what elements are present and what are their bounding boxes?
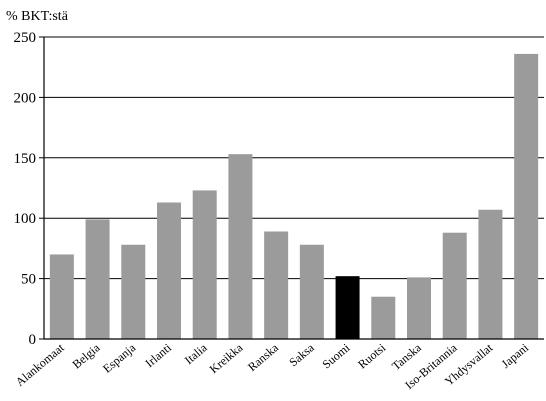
bar-ruotsi (371, 296, 396, 339)
y-tick-label: 50 (21, 272, 36, 288)
x-category-label: Suomi (319, 340, 353, 371)
bar-kreikka (228, 154, 253, 339)
x-category-label: Japani (499, 340, 532, 371)
bar-yhdysvallat (478, 209, 503, 339)
bar-italia (192, 190, 217, 339)
bar-japani (514, 53, 539, 340)
bar-saksa (299, 244, 324, 339)
bar-ranska (264, 231, 289, 339)
x-category-label: Ranska (245, 340, 282, 374)
grid-lines (44, 36, 544, 280)
bar-espanja (121, 244, 146, 339)
axes (39, 36, 544, 340)
x-category-label: Irlanti (142, 340, 174, 370)
y-tick-label: 150 (14, 151, 37, 167)
y-tick-label: 0 (29, 332, 37, 348)
x-category-label: Ruotsi (355, 340, 389, 371)
y-axis-unit-label: % BKT:stä (6, 9, 69, 24)
y-tick-label: 250 (14, 30, 37, 46)
y-tick-labels: 0 50 100 150 200 250 (14, 30, 37, 348)
x-category-label: Italia (182, 340, 210, 367)
x-category-label: Belgia (70, 340, 104, 371)
x-category-label: Kreikka (207, 340, 246, 376)
bars (49, 53, 539, 340)
bar-alankomaat (49, 254, 74, 339)
bar-belgia (85, 219, 110, 339)
x-category-label: Saksa (286, 340, 317, 369)
y-tick-label: 200 (14, 90, 37, 106)
x-category-label: Alankomaat (13, 340, 67, 389)
y-tick-label: 100 (14, 211, 37, 227)
bar-suomi (335, 276, 360, 339)
x-category-label: Espanja (100, 340, 139, 376)
bar-irlanti (157, 202, 181, 339)
bar-iso-britannia (442, 232, 467, 339)
bar-tanska (407, 277, 431, 339)
